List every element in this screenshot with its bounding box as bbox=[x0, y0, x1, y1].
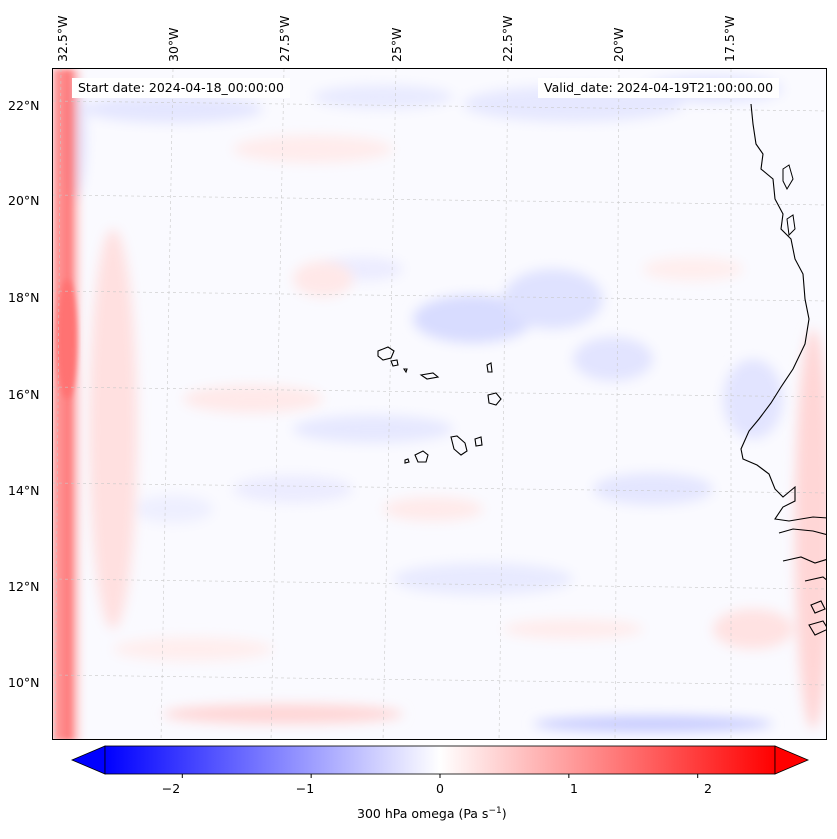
colorbar-low-extend bbox=[70, 745, 106, 775]
colorbar-tick-0: 0 bbox=[436, 781, 444, 796]
ascent-region bbox=[89, 135, 826, 729]
lon-label-20w: 20°W bbox=[611, 27, 626, 62]
start-date-label: Start date: 2024-04-18_00:00:00 bbox=[72, 78, 290, 98]
lon-label-32-5w: 32.5°W bbox=[55, 15, 70, 62]
african-coastline bbox=[740, 103, 826, 522]
map-panel bbox=[52, 68, 827, 740]
lat-label-10n: 10°N bbox=[8, 675, 40, 690]
guinea-coastline bbox=[778, 528, 826, 636]
lon-label-17-5w: 17.5°W bbox=[722, 15, 737, 62]
colorbar-tick-neg2: −2 bbox=[161, 781, 181, 796]
lon-label-25w: 25°W bbox=[389, 27, 404, 62]
colorbar bbox=[70, 745, 810, 778]
lon-label-27-5w: 27.5°W bbox=[277, 15, 292, 62]
cape-verde-islands bbox=[377, 346, 502, 464]
lat-label-16n: 16°N bbox=[8, 387, 40, 402]
lat-label-12n: 12°N bbox=[8, 579, 40, 594]
valid-date-label: Valid_date: 2024-04-19T21:00:00.00 bbox=[538, 78, 780, 98]
colorbar-tick-2: 2 bbox=[704, 781, 712, 796]
lat-label-20n: 20°N bbox=[8, 193, 40, 208]
colorbar-tick-neg1: −1 bbox=[295, 781, 315, 796]
lon-label-30w: 30°W bbox=[166, 27, 181, 62]
lat-label-14n: 14°N bbox=[8, 483, 40, 498]
lat-label-22n: 22°N bbox=[8, 98, 40, 113]
lat-label-18n: 18°N bbox=[8, 290, 40, 305]
colorbar-high-extend bbox=[774, 745, 810, 775]
lon-label-22-5w: 22.5°W bbox=[500, 15, 515, 62]
colorbar-label: 300 hPa omega (Pa s−1) bbox=[357, 806, 507, 822]
banc-arguin-islets bbox=[782, 164, 796, 237]
left-boundary-band bbox=[53, 69, 87, 739]
colorbar-tick-1: 1 bbox=[570, 781, 578, 796]
descent-region bbox=[61, 75, 783, 732]
graticule bbox=[53, 69, 826, 739]
omega-field bbox=[53, 69, 826, 739]
colorbar-scale bbox=[104, 745, 776, 775]
